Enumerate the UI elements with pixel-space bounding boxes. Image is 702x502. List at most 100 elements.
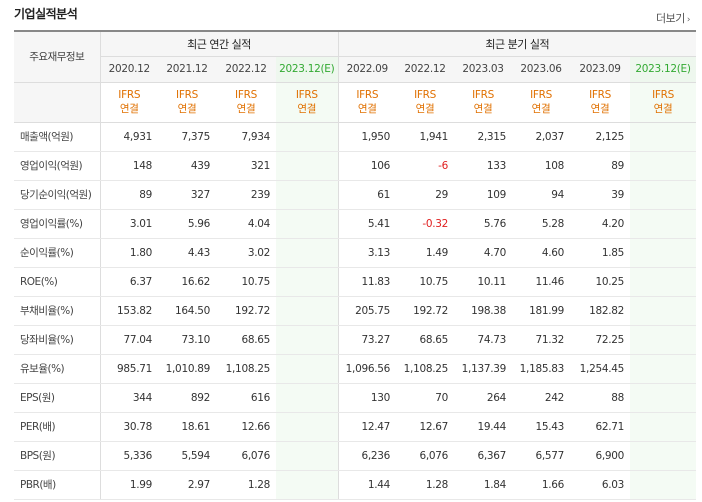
value-cell: 68.65 xyxy=(216,325,276,355)
value-cell: 12.47 xyxy=(337,412,397,442)
value-cell: 4.70 xyxy=(454,238,513,268)
table-row: 당기순이익(억원) 89 327 239 61 29 109 94 39 xyxy=(14,180,697,210)
value-cell: 11.83 xyxy=(337,267,397,297)
value-cell xyxy=(630,441,697,471)
value-cell: 10.11 xyxy=(454,267,513,297)
value-cell: 1.28 xyxy=(216,470,276,500)
value-cell: 6,076 xyxy=(396,441,455,471)
ifrs-label: IFRS 연결 xyxy=(337,82,397,123)
value-cell xyxy=(630,180,697,210)
table-body: 매출액(억원) 4,931 7,375 7,934 1,950 1,941 2,315 2,0… xyxy=(14,122,697,500)
value-cell: 239 xyxy=(216,180,276,210)
value-cell: 7,375 xyxy=(158,122,216,152)
value-cell: 61 xyxy=(337,180,397,210)
value-cell: 10.75 xyxy=(216,267,276,297)
value-cell: 72.25 xyxy=(570,325,631,355)
table-row: PBR(배) 1.99 2.97 1.28 1.44 1.28 1.84 1.66 6.03 xyxy=(14,470,697,500)
chevron-right-icon: › xyxy=(686,15,691,25)
value-cell xyxy=(276,151,339,181)
period-header: 2022.12 xyxy=(216,56,276,83)
financial-table: 주요재무정보 최근 연간 실적 최근 분기 실적 2020.12 2021.12 2… xyxy=(14,30,697,500)
value-cell: 1,010.89 xyxy=(158,354,216,384)
table-row: 순이익률(%) 1.80 4.43 3.02 3.13 1.49 4.70 4.60 1.85 xyxy=(14,238,697,268)
period-header: 2022.12 xyxy=(396,56,455,83)
value-cell: 344 xyxy=(100,382,158,413)
value-cell xyxy=(276,441,339,471)
table-row: EPS(원) 344 892 616 130 70 264 242 88 xyxy=(14,382,697,413)
period-header: 2023.06 xyxy=(512,56,571,83)
value-cell: 1,254.45 xyxy=(570,354,631,384)
row-label: 당기순이익(억원) xyxy=(14,180,101,210)
value-cell: 89 xyxy=(570,151,631,181)
value-cell: 5.41 xyxy=(337,208,397,239)
value-cell: 1,941 xyxy=(396,122,455,152)
value-cell: 4.60 xyxy=(512,238,571,268)
value-cell: -0.32 xyxy=(396,208,455,239)
ifrs-label: IFRS 연결 xyxy=(216,82,276,123)
value-cell: 88 xyxy=(570,382,631,413)
value-cell: 12.66 xyxy=(216,412,276,442)
row-label: PER(배) xyxy=(14,412,101,442)
row-label: 매출액(억원) xyxy=(14,122,101,152)
section-title: 기업실적분석 xyxy=(14,7,78,21)
value-cell: 2,315 xyxy=(454,122,513,152)
value-cell: 39 xyxy=(570,180,631,210)
value-cell xyxy=(630,412,697,442)
value-cell: 1.49 xyxy=(396,238,455,268)
value-cell xyxy=(630,382,697,413)
value-cell: 1,137.39 xyxy=(454,354,513,384)
period-header: 2022.09 xyxy=(337,56,397,83)
value-cell: 74.73 xyxy=(454,325,513,355)
annual-header: 최근 연간 실적 xyxy=(100,30,339,57)
value-cell: 3.13 xyxy=(337,238,397,268)
value-cell: 3.01 xyxy=(100,208,158,239)
value-cell: 6,076 xyxy=(216,441,276,471)
value-cell: 18.61 xyxy=(158,412,216,442)
value-cell: 985.71 xyxy=(100,354,158,384)
value-cell: 6,900 xyxy=(570,441,631,471)
value-cell xyxy=(276,238,339,268)
value-cell: 3.02 xyxy=(216,238,276,268)
value-cell: 153.82 xyxy=(100,295,158,326)
table-row: 당좌비율(%) 77.04 73.10 68.65 73.27 68.65 74.73 71.… xyxy=(14,325,697,355)
value-cell: 5.96 xyxy=(158,208,216,239)
value-cell: 10.75 xyxy=(396,267,455,297)
value-cell: 71.32 xyxy=(512,325,571,355)
value-cell: 30.78 xyxy=(100,412,158,442)
value-cell: 198.38 xyxy=(454,295,513,326)
value-cell xyxy=(630,238,697,268)
value-cell: 1.84 xyxy=(454,470,513,500)
value-cell: 181.99 xyxy=(512,295,571,326)
table-row: ROE(%) 6.37 16.62 10.75 11.83 10.75 10.11 11.46… xyxy=(14,267,697,297)
value-cell: 264 xyxy=(454,382,513,413)
more-link[interactable]: 더보기 › xyxy=(656,10,691,26)
value-cell: 2,125 xyxy=(570,122,631,152)
value-cell: 1,108.25 xyxy=(396,354,455,384)
value-cell: 1.28 xyxy=(396,470,455,500)
value-cell: 242 xyxy=(512,382,571,413)
value-cell: 192.72 xyxy=(396,295,455,326)
value-cell: 77.04 xyxy=(100,325,158,355)
row-label: BPS(원) xyxy=(14,441,101,471)
value-cell: 205.75 xyxy=(337,295,397,326)
value-cell: 616 xyxy=(216,382,276,413)
value-cell xyxy=(276,295,339,326)
table-row: 부채비율(%) 153.82 164.50 192.72 205.75 192.72 198… xyxy=(14,295,697,326)
ifrs-label: IFRS 연결 xyxy=(276,82,339,123)
value-cell: 4.04 xyxy=(216,208,276,239)
table-row: 영업이익률(%) 3.01 5.96 4.04 5.41 -0.32 5.76 5.28 4.2… xyxy=(14,208,697,239)
value-cell: 164.50 xyxy=(158,295,216,326)
value-cell xyxy=(630,208,697,239)
value-cell: 89 xyxy=(100,180,158,210)
quarter-header: 최근 분기 실적 xyxy=(337,30,697,57)
value-cell: 4,931 xyxy=(100,122,158,152)
value-cell xyxy=(276,354,339,384)
ifrs-label: IFRS 연결 xyxy=(512,82,571,123)
table-row: 매출액(억원) 4,931 7,375 7,934 1,950 1,941 2,315 2,0… xyxy=(14,122,697,152)
value-cell: 5.28 xyxy=(512,208,571,239)
value-cell: 1,185.83 xyxy=(512,354,571,384)
value-cell xyxy=(276,412,339,442)
ifrs-label: IFRS 연결 xyxy=(100,82,158,123)
value-cell: 19.44 xyxy=(454,412,513,442)
ifrs-label: IFRS 연결 xyxy=(158,82,216,123)
